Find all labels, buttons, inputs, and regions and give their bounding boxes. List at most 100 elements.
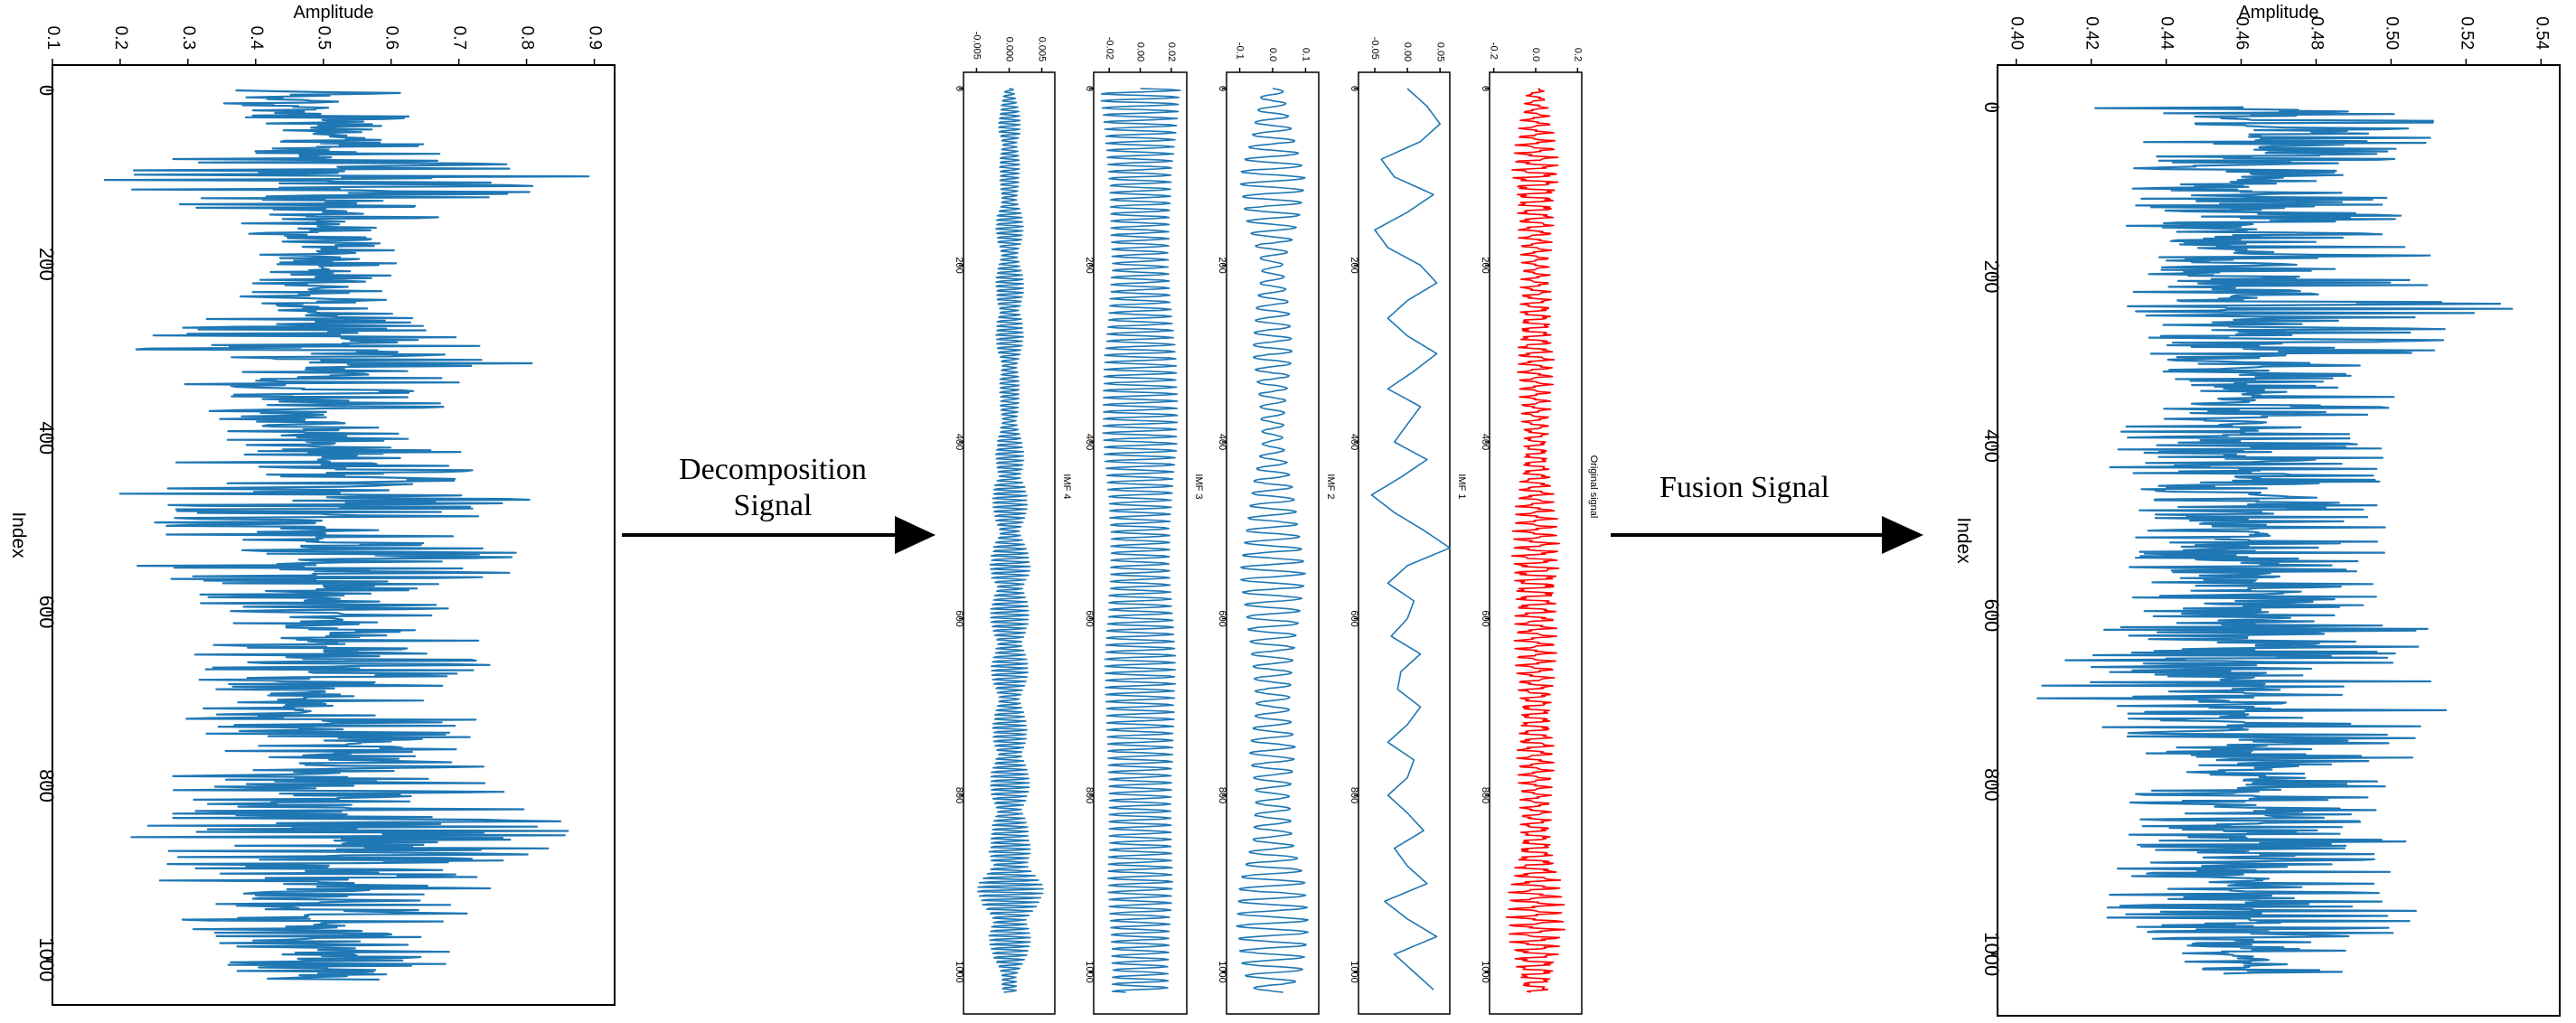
original-signal-xtick-label: 1000 xyxy=(1480,961,1490,982)
fusion-signal-xtick-label: 800 xyxy=(1980,768,2003,802)
imf-2-xtick-label: 600 xyxy=(1217,610,1227,626)
imf-1-xtick-label: 1000 xyxy=(1349,961,1359,982)
fusion-signal-xtick-label: 0 xyxy=(1980,102,2003,113)
fusion-signal-xtick-label: 1000 xyxy=(1980,932,2003,976)
input-signal-ytick-label: 0.1 xyxy=(43,26,62,50)
input-signal-xtick-label: 200 xyxy=(35,248,58,281)
original-signal-xtick-label: 0 xyxy=(1480,86,1490,91)
imf-1-title: IMF 1 xyxy=(1456,474,1467,499)
imf-3-xtick-label: 200 xyxy=(1084,257,1095,273)
input-signal-ytick-label: 0.3 xyxy=(179,26,198,50)
imf-1-chart: -0.05 0.00 0.05 0 200 400 600 800 1000 IMF 1 xyxy=(1349,37,1467,1015)
imf-4-xtick-label: 800 xyxy=(954,787,964,803)
imf-2-ytick-label: -0.1 xyxy=(1235,42,1246,60)
fusion-signal-ytick-label: 0.50 xyxy=(2382,16,2401,50)
imf-3-xtick-label: 0 xyxy=(1084,86,1095,91)
input-signal-ytick-label: 0.5 xyxy=(315,26,334,50)
imf-1-ytick-label: -0.05 xyxy=(1369,37,1380,60)
imf-1-xtick-label: 400 xyxy=(1349,434,1359,450)
imf-1-xtick-label: 0 xyxy=(1349,86,1359,91)
input-signal-xlabel: Index xyxy=(8,512,29,558)
imf-4-xtick-label: 600 xyxy=(954,610,964,626)
imf-4-xtick-label: 0 xyxy=(954,86,964,91)
imf-1-series-line xyxy=(1370,88,1451,990)
original-signal-xtick-label: 200 xyxy=(1480,257,1490,273)
input-signal-xtick-label: 600 xyxy=(35,596,58,629)
fusion-signal-ytick-label: 0.40 xyxy=(2007,16,2026,50)
input-signal-chart: 0.1 0.2 0.3 0.4 0.5 0.6 0.7 0.8 0.9 0 200 400 600 800… xyxy=(8,3,616,1006)
original-signal-ytick-label: 0.2 xyxy=(1572,48,1583,61)
fusion-signal-ytick-label: 0.54 xyxy=(2532,16,2551,50)
imf-1-xtick-label: 600 xyxy=(1349,610,1359,626)
imf-2-xtick-label: 400 xyxy=(1217,434,1227,450)
imf-4-ytick-label: -0.005 xyxy=(972,32,982,60)
input-signal-xtick-label: 0 xyxy=(35,85,58,96)
imf-1-ytick-label: 0.00 xyxy=(1402,42,1413,61)
decomposition-label-line1: Decomposition xyxy=(679,453,867,486)
fusion-signal-xtick-label: 400 xyxy=(1980,429,2003,463)
fusion-signal-xtick-label: 200 xyxy=(1980,260,2003,294)
imf-4-xtick-label: 200 xyxy=(954,257,964,273)
original-signal-series-line xyxy=(1505,88,1565,993)
original-signal-ytick-label: 0.0 xyxy=(1530,48,1541,61)
charts-layer: 0.1 0.2 0.3 0.4 0.5 0.6 0.7 0.8 0.9 0 200 400 600 800… xyxy=(8,3,2561,1017)
imf-4-title: IMF 4 xyxy=(1061,474,1072,499)
original-signal-title: Original signal xyxy=(1588,455,1599,519)
imf-2-ytick-label: 0.0 xyxy=(1267,48,1278,61)
input-signal-ytick-label: 0.2 xyxy=(111,26,130,50)
fusion-signal-chart: 0.40 0.42 0.44 0.46 0.48 0.50 0.52 0.54 0 200 400 6… xyxy=(1953,3,2561,1017)
fusion-signal-ytick-label: 0.44 xyxy=(2158,16,2176,50)
fusion-signal-ytick-label: 0.52 xyxy=(2457,16,2476,50)
imf-4-xtick-label: 400 xyxy=(954,434,964,450)
input-signal-xtick-label: 1000 xyxy=(35,937,58,981)
imf-4-ytick-label: 0.000 xyxy=(1004,37,1015,62)
input-signal-ytick-label: 0.4 xyxy=(247,26,266,51)
fusion-signal-ylabel: Amplitude xyxy=(2239,3,2319,23)
imf-3-xtick-label: 400 xyxy=(1084,434,1095,450)
imf-2-xtick-label: 800 xyxy=(1217,787,1227,803)
original-signal-xtick-label: 600 xyxy=(1480,610,1490,626)
imf-3-xtick-label: 1000 xyxy=(1084,961,1095,982)
imf-3-xtick-label: 600 xyxy=(1084,610,1095,626)
imf-1-xtick-label: 200 xyxy=(1349,257,1359,273)
original-signal-xtick-label: 400 xyxy=(1480,434,1490,450)
imf-2-title: IMF 2 xyxy=(1325,474,1336,499)
imf-3-series-line xyxy=(1100,88,1181,993)
imf-4-chart: -0.005 0.000 0.005 0 200 400 600 800 1000 IMF 4 xyxy=(954,32,1072,1015)
input-signal-ytick-label: 0.6 xyxy=(382,26,401,50)
decomposition-label-line2: Signal xyxy=(734,489,813,522)
imf-3-xtick-label: 800 xyxy=(1084,787,1095,803)
imf-2-xtick-label: 1000 xyxy=(1217,961,1227,982)
imf-3-ytick-label: -0.02 xyxy=(1104,37,1114,60)
original-signal-ytick-label: -0.2 xyxy=(1489,42,1500,60)
fusion-signal-ytick-label: 0.46 xyxy=(2233,16,2252,50)
imf-2-ytick-label: 0.1 xyxy=(1301,48,1312,61)
imf-2-xtick-label: 0 xyxy=(1217,86,1227,91)
imf-4-xtick-label: 1000 xyxy=(954,961,964,982)
imf-4-series-line xyxy=(976,88,1044,993)
input-signal-plot-frame xyxy=(52,64,616,1006)
fusion-signal-xlabel: Index xyxy=(1953,517,1974,564)
fusion-signal-ytick-label: 0.48 xyxy=(2307,16,2326,50)
input-signal-series-line xyxy=(103,89,590,981)
input-signal-ytick-label: 0.8 xyxy=(518,26,537,50)
imf-3-ytick-label: 0.00 xyxy=(1135,42,1146,61)
imf-3-chart: -0.02 0.00 0.02 0 200 400 600 800 1000 IMF 3 xyxy=(1084,37,1204,1015)
fusion-signal-series-line xyxy=(2036,106,2514,975)
imf-2-xtick-label: 200 xyxy=(1217,257,1227,273)
imf-2-plot-frame xyxy=(1226,71,1320,1015)
fusion-label: Fusion Signal xyxy=(1659,471,1829,504)
imf-1-xtick-label: 800 xyxy=(1349,787,1359,803)
imf-4-ytick-label: 0.005 xyxy=(1037,37,1048,62)
fusion-signal-ytick-label: 0.42 xyxy=(2082,16,2101,50)
imf-3-title: IMF 3 xyxy=(1193,474,1204,499)
input-signal-xtick-label: 400 xyxy=(35,421,58,455)
input-signal-ytick-label: 0.7 xyxy=(450,26,469,50)
input-signal-ytick-label: 0.9 xyxy=(586,26,605,50)
input-signal-xtick-label: 800 xyxy=(35,769,58,802)
original-signal-chart: -0.2 0.0 0.2 0 200 400 600 800 1000 Original sign… xyxy=(1480,42,1599,1015)
input-signal-ylabel: Amplitude xyxy=(294,3,374,23)
imf-2-series-line xyxy=(1236,88,1310,993)
fusion-arrow: Fusion Signal xyxy=(1611,471,1923,554)
